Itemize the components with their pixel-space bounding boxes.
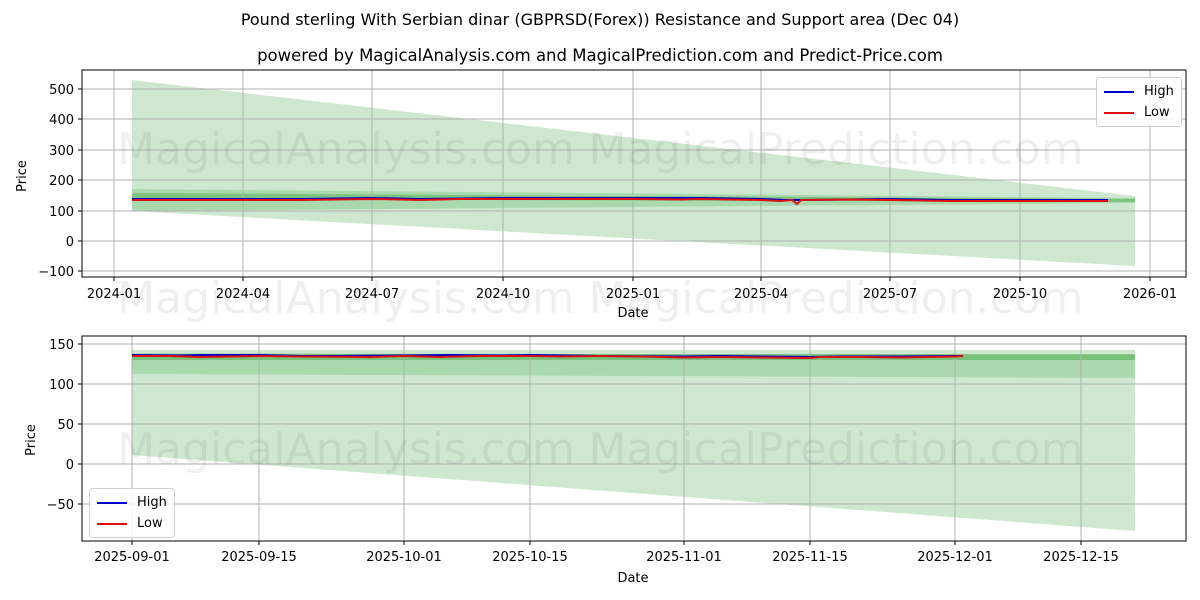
- bottom-ylabel: Price: [24, 424, 39, 456]
- top-ytick: 0: [66, 235, 74, 250]
- top-xtick: 2025-10: [993, 287, 1047, 302]
- bottom-legend: High Low: [89, 488, 175, 538]
- bottom-chart: 150 100 50 0 −50 2025-09-01 2025-09-15 2…: [24, 335, 1187, 586]
- legend-label-low: Low: [1144, 105, 1170, 120]
- bottom-xlabel: Date: [617, 571, 648, 586]
- top-gridlines: [82, 70, 1186, 277]
- bottom-xtick: 2025-11-15: [772, 550, 848, 565]
- chart-title: Pound sterling With Serbian dinar (GBPRS…: [240, 10, 960, 29]
- legend-item-low: Low: [1104, 102, 1174, 123]
- legend-item-high: High: [97, 492, 167, 513]
- legend-item-high: High: [1104, 81, 1174, 102]
- high-line-swatch-icon: [97, 501, 127, 504]
- watermark: MagicalAnalysis.com: [117, 273, 575, 324]
- top-xtick: 2024-07: [345, 287, 399, 302]
- top-xlabel: Date: [617, 306, 648, 321]
- legend-label-high: High: [1144, 84, 1174, 99]
- top-ytick: 300: [49, 144, 74, 159]
- chart-subtitle: powered by MagicalAnalysis.com and Magic…: [257, 46, 943, 65]
- bottom-gridlines: [82, 336, 1186, 541]
- bottom-wide-band: [132, 350, 1135, 531]
- bottom-ytick: 100: [49, 378, 74, 393]
- bottom-ytick: 150: [49, 338, 74, 353]
- top-chart: 500 400 300 200 100 0 −100 2024-01 2024-…: [15, 69, 1187, 324]
- top-ytick: 500: [49, 83, 74, 98]
- high-line-swatch-icon: [1104, 90, 1134, 93]
- legend-item-low: Low: [97, 513, 167, 534]
- top-ylabel: Price: [15, 160, 30, 192]
- top-low-line: [132, 197, 1108, 206]
- legend-label-high: High: [137, 495, 167, 510]
- bottom-xtick: 2025-12-15: [1043, 550, 1119, 565]
- watermark: MagicalPrediction.com: [589, 273, 1084, 324]
- top-xtick: 2024-04: [216, 287, 270, 302]
- bottom-xtick: 2025-12-01: [917, 550, 993, 565]
- watermark: MagicalPrediction.com: [589, 424, 1084, 475]
- bottom-xtick: 2025-09-01: [94, 550, 170, 565]
- bottom-xtick: 2025-10-01: [366, 550, 442, 565]
- bottom-tick-marks: [78, 343, 1082, 545]
- top-ytick: 100: [49, 205, 74, 220]
- watermark: MagicalPrediction.com: [589, 124, 1084, 175]
- watermark: MagicalAnalysis.com: [117, 424, 575, 475]
- top-xtick: 2025-01: [606, 287, 660, 302]
- top-xtick: 2024-01: [87, 287, 141, 302]
- low-line-swatch-icon: [97, 522, 127, 525]
- top-ytick: −100: [38, 265, 74, 280]
- bottom-xtick: 2025-11-01: [646, 550, 722, 565]
- top-legend: High Low: [1096, 77, 1182, 127]
- top-xtick: 2024-10: [476, 287, 530, 302]
- top-ytick: 400: [49, 113, 74, 128]
- top-xtick: 2025-04: [734, 287, 788, 302]
- bottom-ytick: 0: [66, 458, 74, 473]
- bottom-ytick: 50: [57, 418, 74, 433]
- bottom-xtick: 2025-09-15: [221, 550, 297, 565]
- legend-label-low: Low: [137, 516, 163, 531]
- bottom-low-line: [132, 354, 964, 360]
- bottom-ytick: −50: [47, 498, 74, 513]
- top-ytick-marks: [78, 88, 1151, 281]
- low-line-swatch-icon: [1104, 111, 1134, 114]
- top-xtick: 2026-01: [1123, 287, 1177, 302]
- bottom-xtick: 2025-10-15: [492, 550, 568, 565]
- watermark: MagicalAnalysis.com: [117, 124, 575, 175]
- top-ytick: 200: [49, 174, 74, 189]
- top-xtick: 2025-07: [863, 287, 917, 302]
